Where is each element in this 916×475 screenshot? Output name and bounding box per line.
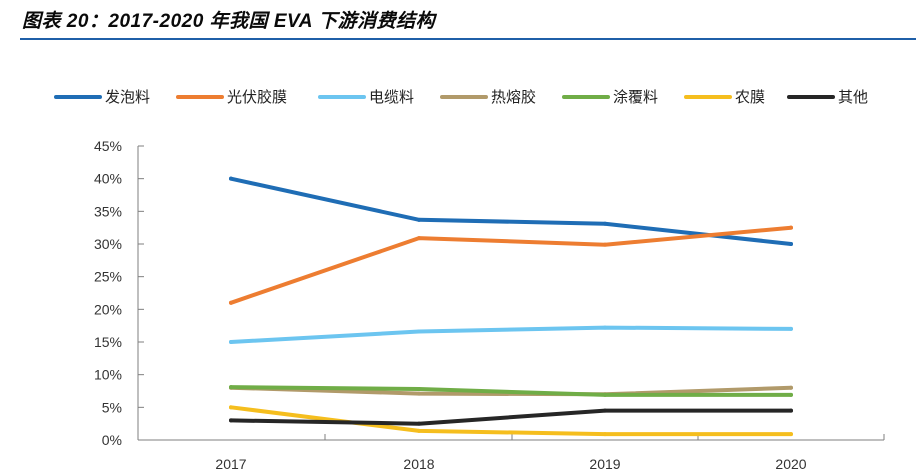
y-tick-label: 15% — [94, 334, 122, 350]
y-tick-label: 35% — [94, 203, 122, 219]
legend-label: 发泡料 — [105, 89, 150, 106]
data-point — [417, 329, 421, 334]
data-point — [603, 221, 607, 226]
data-point — [789, 242, 793, 246]
data-point — [603, 432, 607, 437]
data-point — [229, 418, 233, 423]
chart-axes: 0% 5% 10% 15% 20% 25% 30% 35% 40% 45% 2017 2018 2019… — [94, 138, 885, 472]
y-tick-label: 30% — [94, 236, 122, 252]
y-tick-label: 20% — [94, 301, 122, 317]
data-point — [603, 242, 607, 247]
y-tick-label: 25% — [94, 269, 122, 285]
series-line-4 — [229, 385, 793, 397]
data-point — [229, 340, 233, 344]
legend-label: 电缆料 — [369, 89, 414, 106]
y-tick-label: 0% — [102, 432, 122, 448]
legend-label: 涂覆料 — [613, 89, 658, 106]
x-tick-label: 2020 — [775, 456, 806, 472]
data-point — [229, 385, 233, 390]
data-point — [603, 408, 607, 413]
data-point — [603, 325, 607, 330]
data-point — [417, 421, 421, 426]
legend-label: 其他 — [838, 89, 868, 106]
series-line-1 — [229, 225, 793, 305]
series-line-6 — [229, 408, 793, 426]
x-tick-label: 2019 — [589, 456, 620, 472]
series-line-2 — [229, 325, 793, 344]
series-line-5 — [229, 405, 793, 437]
data-point — [789, 408, 793, 413]
data-point — [417, 217, 421, 222]
legend-label: 热熔胶 — [491, 89, 536, 106]
data-point — [229, 300, 233, 305]
figure-title: 图表 20：2017-2020 年我国 EVA 下游消费结构 — [22, 11, 436, 32]
chart-legend: 发泡料 光伏胶膜 电缆料 热熔胶 涂覆料 农膜 其他 — [54, 89, 868, 106]
data-point — [603, 392, 607, 397]
data-point — [417, 428, 421, 433]
legend-label: 农膜 — [735, 89, 765, 106]
data-point — [789, 385, 793, 390]
x-tick-label: 2017 — [215, 456, 246, 472]
chart-series — [229, 176, 793, 437]
y-tick-label: 45% — [94, 138, 122, 154]
y-tick-label: 40% — [94, 171, 122, 187]
series-line-0 — [229, 176, 793, 246]
legend-label: 光伏胶膜 — [227, 89, 287, 106]
data-point — [229, 176, 233, 181]
data-point — [417, 391, 421, 396]
title-divider — [20, 38, 916, 40]
report-header: 图表 20：2017-2020 年我国 EVA 下游消费结构 — [12, 0, 916, 40]
data-point — [789, 225, 793, 230]
data-point — [417, 387, 421, 392]
data-point — [229, 405, 233, 410]
data-point — [789, 432, 793, 437]
data-point — [789, 326, 793, 331]
y-tick-label: 5% — [102, 399, 122, 415]
y-tick-label: 10% — [94, 367, 122, 383]
x-tick-label: 2018 — [403, 456, 434, 472]
data-point — [789, 392, 793, 397]
data-point — [417, 236, 421, 241]
